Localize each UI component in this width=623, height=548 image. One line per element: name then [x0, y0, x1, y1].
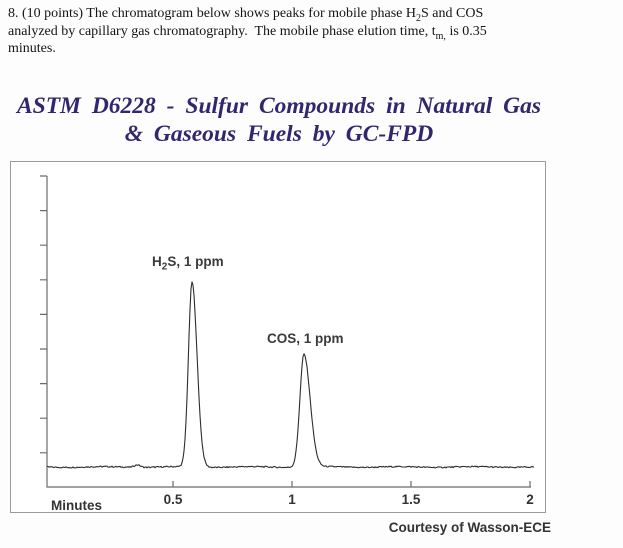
title-line-1: ASTM D6228 - Sulfur Compounds in Natural… — [16, 93, 542, 119]
chromatogram-panel: 0.5 1 1.5 2 Minutes H2S, 1 ppm COS, 1 ppm — [10, 161, 546, 513]
axes — [40, 175, 531, 488]
x-tick-label-0.5: 0.5 — [163, 492, 183, 507]
x-axis-tick-labels: 0.5 1 1.5 2 — [11, 492, 545, 510]
peak-label-cos: COS, 1 ppm — [267, 331, 344, 346]
question-text: 8. (10 points) The chromatogram below sh… — [8, 6, 487, 56]
chromatogram-plot — [40, 175, 535, 488]
x-tick-label-2: 2 — [526, 492, 534, 507]
x-tick-label-1.5: 1.5 — [401, 492, 421, 507]
title-line-2: & Gaseous Fuels by GC-FPD — [124, 121, 434, 147]
x-tick-label-1: 1 — [288, 492, 296, 507]
courtesy-credit: Courtesy of Wasson-ECE — [388, 520, 551, 535]
plot-area: 0.5 1 1.5 2 Minutes H2S, 1 ppm COS, 1 ppm — [11, 162, 545, 513]
peak-label-h2s: H2S, 1 ppm — [152, 254, 224, 273]
chromatogram-trace — [46, 281, 535, 469]
x-axis-title: Minutes — [51, 498, 103, 513]
document-title: ASTM D6228 - Sulfur Compounds in Natural… — [0, 92, 558, 148]
